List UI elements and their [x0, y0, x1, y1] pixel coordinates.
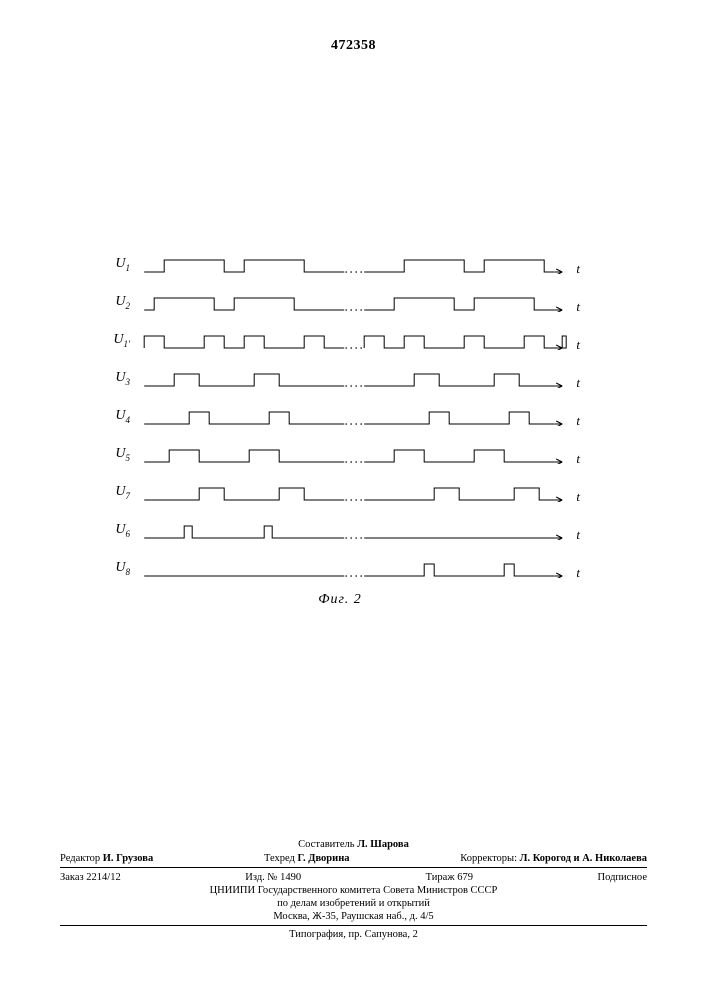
order-number: Заказ 2214/12: [60, 872, 121, 883]
axis-label: t: [576, 568, 580, 578]
trace-row-4: U4 t: [100, 402, 580, 426]
trace-waveform: [136, 250, 572, 274]
figure-caption: Фиг. 2: [100, 592, 580, 608]
axis-label: t: [576, 378, 580, 388]
trace-label: U7: [100, 486, 136, 502]
trace-row-7: U7 t: [100, 478, 580, 502]
trace-waveform: [136, 402, 572, 426]
trace-waveform: [136, 478, 572, 502]
compiler-label: Составитель: [298, 839, 354, 850]
address-line: Москва, Ж-35, Раушская наб., д. 4/5: [60, 911, 647, 926]
organization-line2: по делам изобретений и открытий: [60, 898, 647, 909]
axis-label: t: [576, 302, 580, 312]
trace-label: U4: [100, 410, 136, 426]
corrector-label: Корректоры:: [460, 853, 517, 864]
corrector-names: Л. Корогод и А. Николаева: [520, 853, 647, 864]
timing-diagram: U1 t U2 t U1′ t U3 t U4 t U5 t U7 t U6 t U8 t Фиг. 2: [100, 250, 580, 608]
trace-label: U2: [100, 296, 136, 312]
trace-waveform: [136, 440, 572, 464]
trace-label: U1: [100, 258, 136, 274]
axis-label: t: [576, 340, 580, 350]
edition-number: Изд. № 1490: [245, 872, 301, 883]
trace-row-2: U2 t: [100, 288, 580, 312]
trace-row-3: U3 t: [100, 364, 580, 388]
trace-label: U3: [100, 372, 136, 388]
axis-label: t: [576, 530, 580, 540]
trace-row-5: U5 t: [100, 440, 580, 464]
typography-line: Типография, пр. Сапунова, 2: [60, 929, 647, 940]
compiler-line: Составитель Л. Шарова: [60, 839, 647, 850]
roles-line: Редактор И. Грузова Техред Г. Дворина Ко…: [60, 853, 647, 868]
trace-waveform: [136, 554, 572, 578]
editor-label: Редактор: [60, 853, 100, 864]
organization-line1: ЦНИИПИ Государственного комитета Совета …: [60, 885, 647, 896]
trace-label: U6: [100, 524, 136, 540]
trace-label: U1′: [100, 334, 136, 350]
footer-block: Составитель Л. Шарова Редактор И. Грузов…: [60, 839, 647, 940]
trace-row-1: U1 t: [100, 250, 580, 274]
axis-label: t: [576, 454, 580, 464]
subscribed: Подписное: [598, 872, 647, 883]
trace-row-1′: U1′ t: [100, 326, 580, 350]
axis-label: t: [576, 492, 580, 502]
trace-label: U8: [100, 562, 136, 578]
trace-waveform: [136, 326, 572, 350]
axis-label: t: [576, 416, 580, 426]
tech-label: Техред: [264, 853, 295, 864]
tech-name: Г. Дворина: [297, 853, 349, 864]
tirage: Тираж 679: [426, 872, 473, 883]
trace-waveform: [136, 364, 572, 388]
compiler-name: Л. Шарова: [357, 839, 409, 850]
editor-name: И. Грузова: [103, 853, 153, 864]
axis-label: t: [576, 264, 580, 274]
trace-row-8: U8 t: [100, 554, 580, 578]
trace-row-6: U6 t: [100, 516, 580, 540]
trace-waveform: [136, 516, 572, 540]
trace-waveform: [136, 288, 572, 312]
document-number: 472358: [0, 38, 707, 54]
order-line: Заказ 2214/12 Изд. № 1490 Тираж 679 Подп…: [60, 872, 647, 883]
trace-label: U5: [100, 448, 136, 464]
